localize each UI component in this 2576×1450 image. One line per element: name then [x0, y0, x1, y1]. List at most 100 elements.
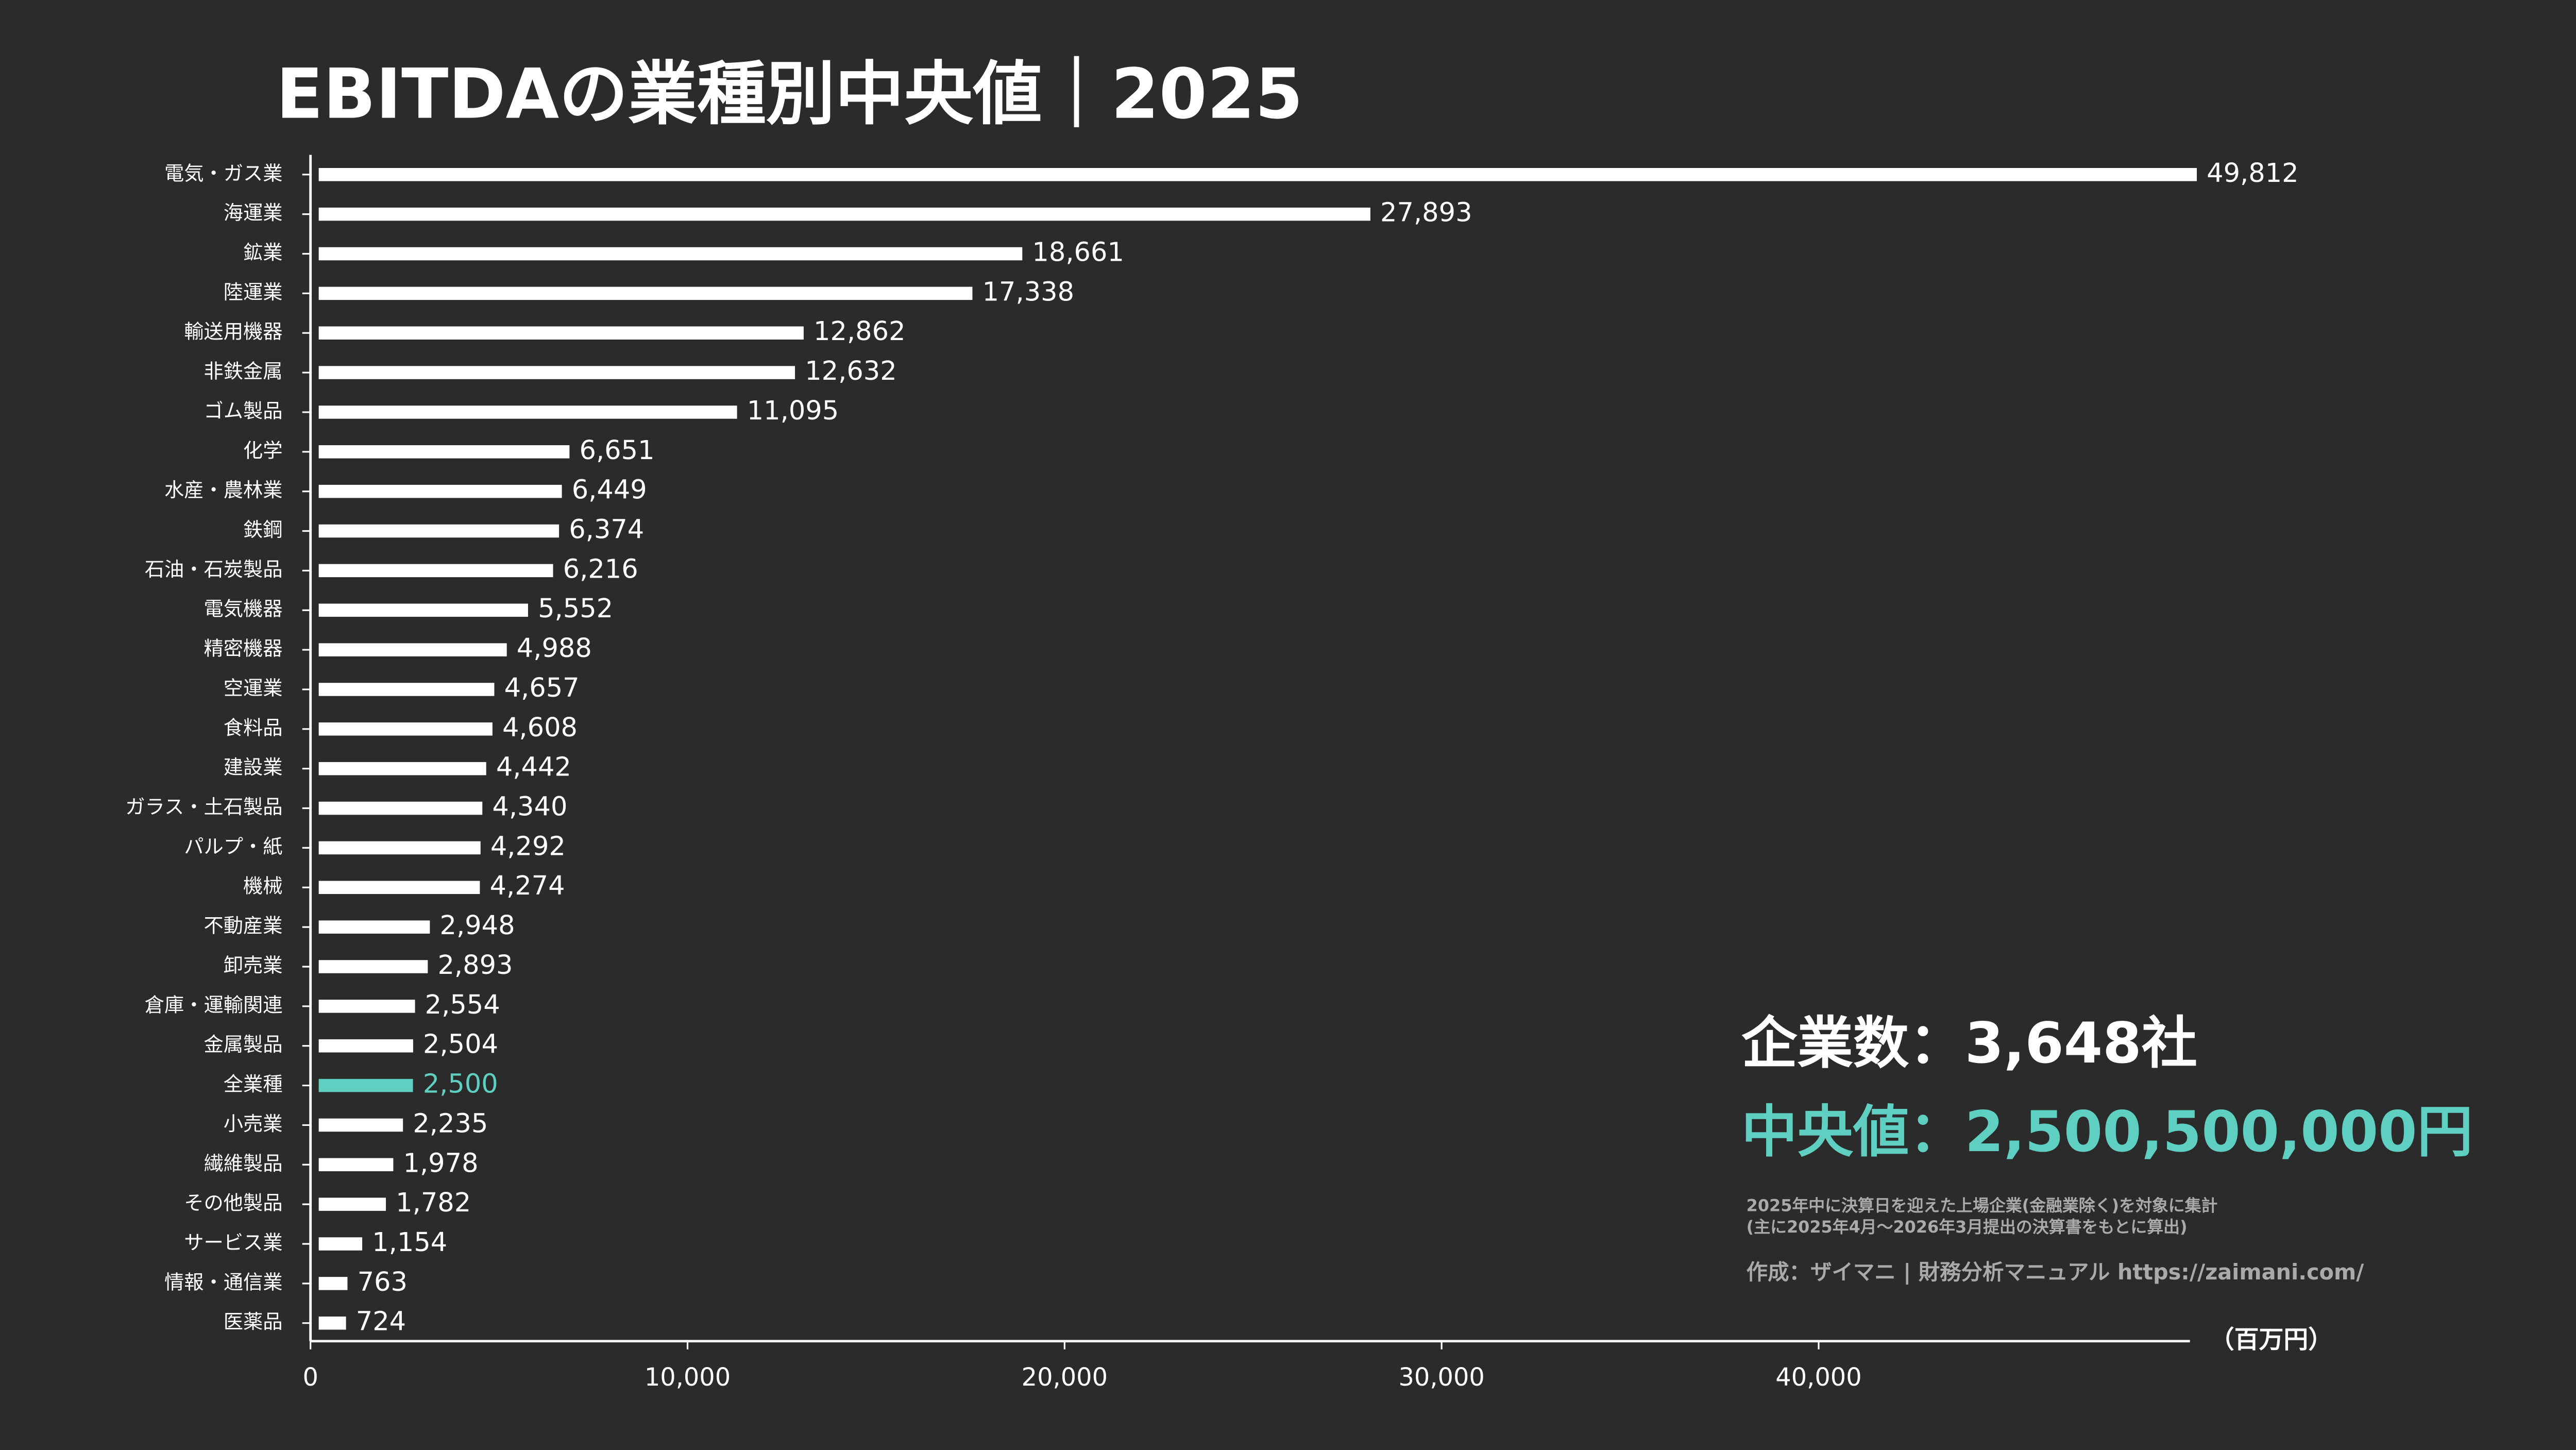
value-label: 2,500	[423, 1069, 498, 1100]
bar	[318, 603, 528, 617]
y-tick-label: 輸送用機器	[184, 321, 282, 344]
value-label: 18,661	[1032, 237, 1124, 267]
value-label: 2,554	[425, 990, 500, 1020]
value-label: 6,374	[569, 515, 644, 545]
bar	[318, 1078, 413, 1092]
bar	[318, 841, 481, 855]
bar	[318, 1198, 386, 1211]
bar	[318, 1237, 363, 1251]
value-label: 27,893	[1380, 198, 1472, 228]
y-tick-label: 水産・農林業	[164, 479, 282, 502]
value-label: 2,893	[437, 950, 513, 981]
bar	[318, 1316, 346, 1330]
y-tick-label: 鉄鋼	[243, 518, 283, 542]
y-tick-label: ゴム製品	[204, 399, 282, 423]
value-label: 2,235	[413, 1108, 488, 1139]
value-label: 724	[356, 1307, 406, 1337]
value-label: 12,862	[814, 316, 906, 347]
y-tick-label: ガラス・土石製品	[125, 796, 282, 819]
bar	[318, 881, 480, 895]
x-tick-label: 0	[302, 1363, 318, 1392]
y-tick-label: 金属製品	[204, 1033, 282, 1056]
y-tick-label: 倉庫・運輸関連	[145, 993, 283, 1017]
value-label: 1,154	[372, 1227, 447, 1258]
y-tick-label: 化学	[243, 439, 283, 462]
y-tick-label: 電気機器	[204, 598, 282, 621]
y-tick-label: 建設業	[224, 756, 283, 779]
y-tick-label: 海運業	[224, 201, 283, 225]
bar	[318, 168, 2197, 181]
y-tick-label: 機械	[243, 875, 283, 898]
value-label: 49,812	[2207, 158, 2299, 189]
bar	[318, 247, 1023, 261]
bar	[318, 920, 430, 934]
value-label: 4,340	[492, 792, 567, 822]
value-label: 763	[358, 1267, 408, 1297]
value-label: 5,552	[538, 594, 613, 624]
x-tick-label: 30,000	[1398, 1363, 1484, 1392]
y-tick-label: 食料品	[224, 716, 283, 739]
y-tick-label: その他製品	[184, 1192, 282, 1215]
y-tick-label: パルプ・紙	[184, 835, 282, 858]
value-label: 12,632	[805, 356, 897, 386]
bar	[318, 1118, 403, 1132]
y-tick-label: 医薬品	[224, 1310, 283, 1334]
y-tick-label: 非鉄金属	[204, 360, 282, 383]
y-tick-label: 石油・石炭製品	[145, 558, 283, 581]
value-label: 1,782	[396, 1188, 471, 1218]
bar	[318, 1277, 348, 1290]
y-tick-label: 電気・ガス業	[164, 162, 282, 185]
value-label: 4,988	[517, 633, 592, 664]
value-label: 4,608	[502, 713, 578, 743]
bar	[318, 406, 737, 419]
value-label: 6,651	[579, 435, 654, 466]
bar	[318, 1158, 394, 1172]
note: 2025年中に決算日を迎えた上場企業(金融業除く)を対象に集計	[1747, 1195, 2218, 1215]
bar	[318, 286, 973, 300]
bar	[318, 207, 1370, 221]
note: (主に2025年4月～2026年3月提出の決算書をもとに算出)	[1747, 1217, 2188, 1237]
bar	[318, 445, 570, 459]
y-tick-label: 繊維製品	[204, 1152, 282, 1175]
value-label: 2,948	[439, 911, 515, 941]
value-label: 11,095	[747, 396, 839, 426]
bar	[318, 683, 495, 696]
value-label: 4,442	[496, 752, 571, 783]
value-label: 4,657	[504, 673, 580, 703]
company-count: 企業数：3,648社	[1741, 1010, 2197, 1076]
value-label: 2,504	[423, 1030, 498, 1060]
x-tick-label: 10,000	[645, 1363, 731, 1392]
y-tick-label: 情報・通信業	[164, 1271, 282, 1294]
bar	[318, 366, 795, 379]
x-tick-label: 20,000	[1022, 1363, 1108, 1392]
bar	[318, 722, 493, 736]
y-tick-label: サービス業	[184, 1231, 282, 1254]
y-tick-label: 鉱業	[243, 241, 283, 264]
value-label: 4,292	[490, 831, 566, 862]
bar	[318, 326, 804, 340]
y-tick-label: 小売業	[224, 1112, 283, 1136]
median-note: 中央値：2,500,500,000円	[1741, 1099, 2473, 1165]
y-tick-label: 卸売業	[224, 954, 283, 977]
value-label: 1,978	[403, 1148, 479, 1178]
bar	[318, 643, 507, 656]
bar	[318, 801, 483, 815]
chart-title: EBITDAの業種別中央値｜2025	[276, 54, 1303, 134]
credit: 作成：ザイマニ | 財務分析マニュアル https://zaimani.com/	[1747, 1260, 2365, 1285]
bar	[318, 1000, 415, 1013]
y-tick-label: 陸運業	[224, 281, 283, 304]
y-tick-label: 全業種	[224, 1073, 283, 1096]
y-tick-label: 不動産業	[204, 915, 282, 938]
bar	[318, 960, 428, 973]
x-tick-label: 40,000	[1775, 1363, 1861, 1392]
bar	[318, 524, 560, 538]
y-tick-label: 精密機器	[204, 637, 282, 661]
bar	[318, 1039, 413, 1053]
bar	[318, 484, 562, 498]
bar	[318, 564, 553, 578]
value-label: 6,216	[563, 554, 638, 584]
value-label: 6,449	[572, 475, 647, 505]
bar	[318, 762, 486, 775]
x-unit: （百万円）	[2210, 1326, 2333, 1354]
